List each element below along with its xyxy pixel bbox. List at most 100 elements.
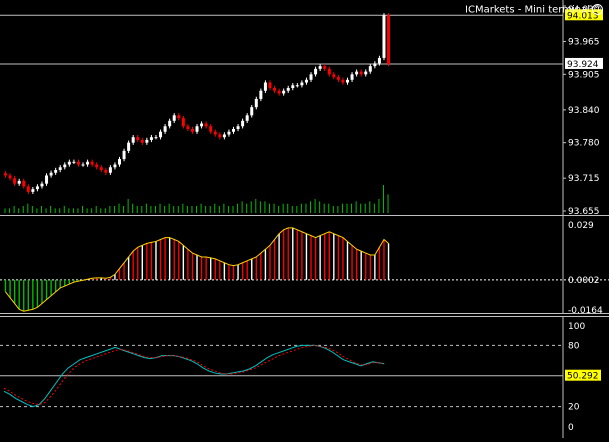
candle-body — [300, 82, 304, 86]
candle-body — [332, 74, 336, 78]
candle-body — [4, 173, 7, 176]
candle-body — [127, 142, 131, 151]
candle-body — [31, 189, 35, 192]
macd-chart[interactable]: 0.029 0.0002 -0.0164 — [0, 216, 609, 316]
price-chart[interactable]: 94.03093.96593.90593.84093.78093.71593.6… — [0, 0, 609, 217]
candle-body — [104, 170, 108, 173]
candle-body — [236, 126, 240, 129]
candle-body — [227, 131, 231, 135]
candle-body — [40, 183, 44, 187]
candle-body — [218, 134, 222, 138]
candle-body — [186, 126, 190, 129]
candle-body — [291, 85, 295, 88]
smiley-icon[interactable]: ☺ — [592, 4, 603, 15]
price-tick-label: 93.840 — [568, 106, 600, 116]
candle-body — [304, 79, 308, 83]
candle-body — [336, 77, 340, 80]
stoch-current-badge — [565, 369, 601, 381]
candle-body — [168, 120, 172, 127]
candle-body — [259, 90, 263, 99]
candle-body — [359, 71, 363, 75]
candle-body — [318, 66, 322, 69]
candle-body — [209, 126, 213, 132]
candle-body — [58, 167, 62, 170]
candle-body — [213, 131, 217, 135]
candle-body — [172, 115, 176, 121]
candle-body — [8, 175, 12, 179]
candle-body — [81, 164, 85, 166]
candle-body — [245, 115, 249, 121]
candle-body — [99, 167, 103, 170]
price-panel[interactable]: 94.03093.96593.90593.84093.78093.71593.6… — [0, 0, 609, 217]
macd-signal-line — [5, 227, 389, 312]
candle-body — [268, 82, 272, 88]
candle-body — [159, 131, 163, 138]
candle-body — [67, 161, 71, 165]
candle-body — [26, 186, 30, 192]
candle-body — [145, 139, 149, 143]
stochastic-panel[interactable]: 100 80 50.292 20 0 — [0, 317, 609, 438]
candle-body — [373, 63, 377, 67]
candle-body — [118, 159, 121, 165]
candle-body — [250, 107, 254, 116]
stoch-tick-label: 20 — [568, 403, 580, 413]
candle-body — [63, 164, 67, 168]
candle-body — [190, 129, 194, 132]
macd-tick-label: -0.0164 — [568, 306, 603, 313]
candle-body — [163, 126, 167, 132]
candle-body — [76, 161, 80, 165]
candle-body — [341, 79, 345, 83]
candle-body — [382, 15, 386, 58]
candle-body — [355, 71, 359, 75]
candle-body — [222, 134, 226, 138]
stoch-tick-label: 100 — [568, 322, 585, 332]
candle-body — [35, 186, 39, 190]
candle-body — [200, 123, 204, 127]
panel-separator-2[interactable] — [0, 313, 609, 314]
stoch-main-line — [3, 344, 385, 408]
candle-body — [149, 137, 153, 140]
stoch-tick-label: 80 — [568, 341, 580, 351]
candle-body — [72, 161, 76, 163]
stoch-tick-label: 0 — [568, 423, 574, 433]
candle-body — [181, 118, 185, 127]
candle-body — [364, 71, 368, 75]
candle-body — [13, 178, 17, 184]
price-tick-label: 93.780 — [568, 139, 600, 149]
panel-separator-1[interactable] — [0, 215, 609, 216]
candle-body — [195, 126, 199, 132]
panel-separator-3[interactable] — [0, 316, 609, 317]
candle-body — [254, 98, 258, 108]
price-tick-label: 93.655 — [568, 207, 600, 215]
candle-body — [204, 123, 208, 127]
price-tick-label: 93.715 — [568, 174, 600, 184]
candle-body — [241, 120, 245, 127]
current_price-label: 93.924 — [567, 60, 599, 70]
candle-body — [45, 175, 49, 184]
candle-body — [282, 90, 286, 94]
stochastic-chart[interactable]: 100 80 50.292 20 0 — [0, 317, 609, 438]
current_high-badge — [565, 9, 603, 21]
macd-panel[interactable]: 0.029 0.0002 -0.0164 — [0, 216, 609, 316]
candle-body — [323, 66, 327, 69]
price-tick-label: 93.905 — [568, 70, 600, 80]
candle-body — [54, 170, 58, 173]
window-title-text: ICMarkets - Mini terminal — [465, 4, 590, 16]
macd-tick-label: 0.0002 — [568, 276, 600, 286]
candle-body — [273, 88, 277, 91]
candle-body — [232, 129, 235, 132]
stoch-signal-line — [3, 344, 385, 406]
candle-body — [263, 82, 267, 91]
current_high-label: 94.013 — [567, 11, 599, 21]
window-title: ICMarkets - Mini terminal ☺ — [465, 4, 603, 16]
candle-body — [140, 139, 144, 143]
macd-tick-label: 0.029 — [568, 221, 594, 231]
candle-body — [49, 172, 53, 176]
candle-body — [95, 164, 99, 168]
candle-body — [314, 68, 318, 75]
candle-body — [17, 180, 21, 184]
candle-body — [22, 180, 26, 187]
candle-body — [377, 57, 381, 64]
candle-body — [108, 167, 112, 173]
candle-body — [86, 161, 90, 165]
